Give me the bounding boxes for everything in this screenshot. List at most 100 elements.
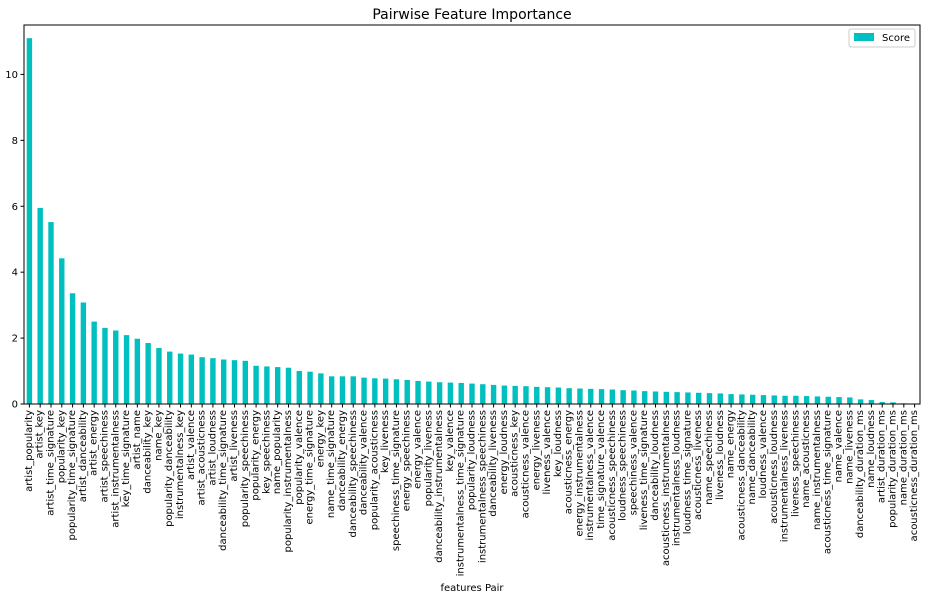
bar: [328, 376, 335, 404]
x-tick-label: energy_liveness: [531, 410, 542, 490]
legend-swatch: [854, 33, 874, 41]
bar: [588, 388, 594, 404]
bar: [706, 393, 713, 404]
x-tick-label: popularity_danceability: [164, 410, 175, 527]
bar: [447, 382, 454, 404]
x-tick-label: acousticness_key: [510, 410, 521, 497]
bar: [91, 321, 97, 404]
bar: [382, 378, 389, 404]
bar: [123, 335, 130, 404]
bar: [739, 394, 745, 404]
bar: [847, 397, 853, 404]
bar: [490, 384, 497, 404]
x-tick-label: artist_duration_ms: [877, 410, 888, 503]
x-tick-label: danceability_key: [143, 410, 154, 494]
bar: [59, 258, 65, 404]
bar: [512, 385, 518, 404]
x-tick-label: energy_instrumentalness: [574, 410, 585, 537]
x-tick-label: name_acousticness: [801, 410, 812, 508]
bar: [274, 367, 281, 404]
x-tick-label: artist_time_signature: [45, 410, 56, 516]
bar: [199, 357, 205, 404]
x-tick-label: liveness_valence: [542, 410, 553, 495]
bar: [836, 397, 842, 404]
x-tick-label: energy_key: [315, 410, 326, 467]
x-tick-label: instrumentalness_liveness: [780, 410, 791, 542]
x-tick-label: name_instrumentalness: [812, 410, 823, 530]
bar: [577, 388, 583, 404]
x-tick-label: danceability_liveness: [488, 410, 499, 517]
bar: [793, 395, 799, 404]
x-tick-label: instrumentalness_loudness: [672, 410, 683, 546]
bar: [879, 402, 885, 404]
bar: [501, 385, 508, 404]
x-tick-label: name_valence: [834, 410, 845, 482]
bar: [728, 394, 734, 404]
bar: [296, 371, 302, 404]
bar: [544, 387, 551, 404]
bar: [782, 395, 788, 404]
bar: [814, 396, 821, 404]
bar: [318, 373, 324, 404]
y-tick-label: 6: [12, 202, 18, 213]
x-tick-label: acousticness_liveness: [693, 410, 704, 520]
bar: [145, 343, 151, 404]
x-tick-label: acousticness_energy: [564, 410, 575, 514]
bar: [156, 347, 162, 404]
bar: [350, 376, 356, 404]
x-tick-label: artist_danceability: [78, 410, 89, 502]
bar: [102, 327, 108, 404]
bar: [469, 383, 475, 404]
bar: [890, 402, 896, 404]
x-tick-label: loudness_valence: [758, 410, 769, 498]
x-tick-label: popularity_instrumentalness: [283, 410, 294, 552]
bar: [80, 302, 87, 404]
x-tick-label: name_liveness: [844, 410, 855, 484]
x-tick-label: name_key: [153, 410, 164, 461]
bar: [663, 391, 670, 404]
x-tick-label: artist_valence: [186, 410, 197, 480]
x-tick-label: liveness_time_signature: [639, 410, 650, 530]
x-tick-label: acousticness_time_signature: [823, 410, 834, 554]
bar: [652, 391, 659, 404]
bar: [674, 392, 680, 404]
bar: [393, 379, 400, 404]
bar: [534, 386, 540, 404]
y-axis: 0 2 4 6 8 10: [5, 70, 24, 411]
x-tick-label: key_time_signature: [121, 410, 132, 507]
x-tick-label: popularity_acousticness: [369, 410, 380, 530]
x-tick-label: energy_loudness: [499, 410, 510, 494]
bar: [134, 338, 141, 404]
bar: [566, 388, 572, 404]
bar: [253, 365, 259, 404]
x-tick-label: name_duration_ms: [898, 410, 909, 505]
x-tick-label: popularity_speechiness: [240, 410, 251, 527]
bar: [372, 378, 378, 404]
x-tick-label: popularity_energy: [251, 410, 262, 501]
x-tick-label: artist_acousticness: [197, 410, 208, 505]
bar: [339, 376, 346, 404]
x-tick-label: danceability_time_signature: [218, 410, 229, 551]
x-tick-label: loudness_speechiness: [618, 410, 629, 521]
bar: [685, 392, 691, 404]
x-tick-label: speechiness_valence: [628, 410, 639, 515]
bar: [631, 390, 637, 404]
x-tick-label: key_valence: [445, 410, 456, 471]
bar: [404, 379, 410, 404]
bar: [825, 396, 831, 404]
bar: [264, 366, 270, 404]
x-tick-label: artist_loudness: [207, 410, 218, 486]
bar: [555, 387, 562, 404]
x-tick-label: instrumentalness_time_signature: [456, 410, 467, 576]
bar: [426, 381, 432, 404]
y-tick-label: 4: [12, 268, 18, 279]
bar: [210, 358, 216, 404]
x-tick-label: danceability_instrumentalness: [434, 410, 445, 563]
bar: [188, 354, 195, 404]
x-tick-label: danceability_valence: [359, 410, 370, 515]
x-tick-label: artist_key: [35, 410, 46, 459]
bar: [458, 382, 464, 404]
y-tick-label: 0: [12, 400, 18, 411]
bar: [69, 293, 76, 404]
